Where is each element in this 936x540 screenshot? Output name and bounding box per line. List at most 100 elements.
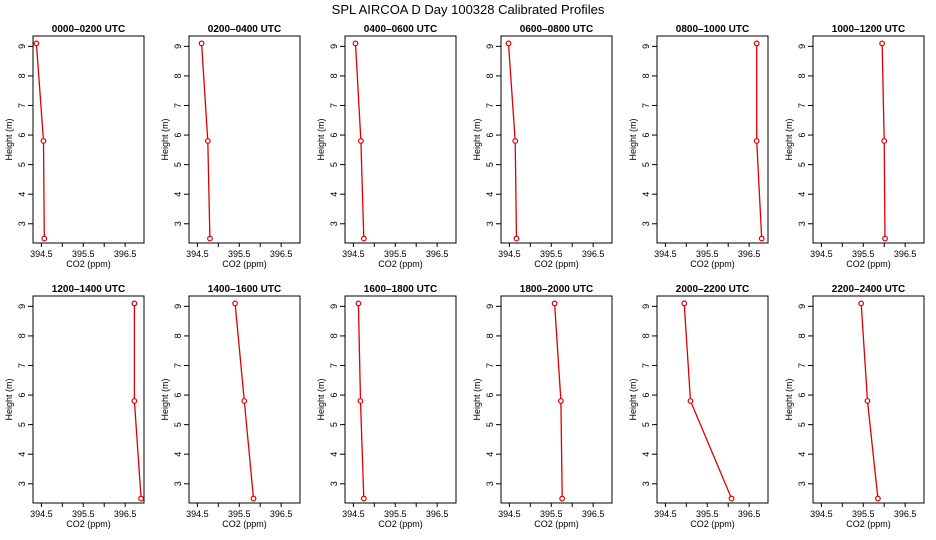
panel-title: 1000–1200 UTC <box>832 24 905 35</box>
y-tick-label: 9 <box>485 304 495 309</box>
profile-panel: 1000–1200 UTC 3 4 5 6 7 8 9 Height (m) 394.5 395.5… <box>784 24 925 269</box>
panel-title: 0000–0200 UTC <box>52 24 125 35</box>
profile-panel: 0200–0400 UTC 3 4 5 6 7 8 9 Height (m) 394.5 395.5… <box>160 24 301 269</box>
x-tick-label: 394.5 <box>654 509 677 519</box>
data-point <box>559 495 566 502</box>
y-tick-label: 3 <box>485 221 495 226</box>
data-point <box>681 300 688 307</box>
y-tick-label: 6 <box>485 393 495 398</box>
x-tick-label: 396.5 <box>270 249 293 259</box>
y-tick-label: 7 <box>797 363 807 368</box>
x-tick-label: 396.5 <box>894 249 917 259</box>
data-point <box>875 495 881 502</box>
y-tick-label: 9 <box>485 44 495 49</box>
y-tick-label: 8 <box>485 333 495 338</box>
y-tick-label: 3 <box>329 481 339 486</box>
y-tick-label: 6 <box>17 393 27 398</box>
y-tick-label: 3 <box>797 221 807 226</box>
y-tick-label: 8 <box>17 333 27 338</box>
x-tick-label: 395.5 <box>852 249 875 259</box>
panel-grid: 0000–0200 UTC 3 4 5 6 7 8 9 Height (m) 394.5 395.5… <box>4 24 925 529</box>
y-tick-label: 4 <box>173 452 183 457</box>
x-tick-label: 396.5 <box>894 509 917 519</box>
y-axis-label: Height (m) <box>472 118 482 160</box>
data-point <box>138 495 144 502</box>
x-tick-label: 394.5 <box>186 249 209 259</box>
data-point <box>250 495 257 502</box>
profile-panel: 0800–1000 UTC 3 4 5 6 7 8 9 Height (m) 394.5 395.5… <box>628 24 769 269</box>
y-tick-label: 9 <box>329 44 339 49</box>
y-tick-label: 4 <box>485 192 495 197</box>
x-axis-label: CO2 (ppm) <box>846 259 891 269</box>
x-tick-label: 395.5 <box>72 509 95 519</box>
y-tick-label: 3 <box>797 481 807 486</box>
y-tick-label: 5 <box>641 162 651 167</box>
y-axis-label: Height (m) <box>628 118 638 160</box>
x-tick-label: 394.5 <box>342 509 365 519</box>
x-axis-label: CO2 (ppm) <box>534 259 579 269</box>
y-tick-label: 7 <box>17 103 27 108</box>
y-tick-label: 3 <box>485 481 495 486</box>
y-tick-label: 8 <box>173 333 183 338</box>
data-point <box>879 40 886 47</box>
y-tick-label: 9 <box>329 304 339 309</box>
data-point <box>687 398 694 404</box>
y-tick-label: 9 <box>641 304 651 309</box>
x-tick-label: 395.5 <box>852 509 875 519</box>
y-tick-label: 6 <box>797 133 807 138</box>
y-tick-label: 7 <box>173 363 183 368</box>
plot-frame <box>344 35 457 244</box>
x-tick-label: 396.5 <box>582 249 605 259</box>
data-point <box>241 398 248 404</box>
x-tick-label: 395.5 <box>696 509 719 519</box>
y-tick-label: 7 <box>329 103 339 108</box>
plot-frame <box>656 35 769 244</box>
data-point <box>728 495 735 502</box>
plot-frame <box>32 295 145 504</box>
panel-title: 1800–2000 UTC <box>520 284 593 295</box>
x-tick-label: 396.5 <box>738 249 761 259</box>
y-tick-label: 6 <box>329 133 339 138</box>
y-tick-label: 3 <box>641 221 651 226</box>
x-tick-label: 394.5 <box>498 509 521 519</box>
data-point <box>505 40 512 47</box>
y-tick-label: 6 <box>173 133 183 138</box>
plot-frame <box>656 295 769 504</box>
y-tick-label: 5 <box>173 162 183 167</box>
y-tick-label: 4 <box>641 452 651 457</box>
x-axis-label: CO2 (ppm) <box>534 519 579 529</box>
profile-panel: 1200–1400 UTC 3 4 5 6 7 8 9 Height (m) 394.5 395.5… <box>4 284 145 529</box>
y-tick-label: 9 <box>173 44 183 49</box>
plot-frame <box>188 295 301 504</box>
y-tick-label: 4 <box>173 192 183 197</box>
y-axis-label: Height (m) <box>4 118 14 160</box>
data-point <box>232 300 238 307</box>
y-tick-label: 9 <box>797 44 807 49</box>
y-tick-label: 5 <box>329 422 339 427</box>
figure-title: SPL AIRCOA D Day 100328 Calibrated Profi… <box>332 2 605 17</box>
data-point <box>753 40 760 47</box>
data-point <box>41 235 48 242</box>
data-point <box>131 300 138 307</box>
x-axis-label: CO2 (ppm) <box>690 259 735 269</box>
x-tick-label: 394.5 <box>342 249 365 259</box>
profile-panel: 1800–2000 UTC 3 4 5 6 7 8 9 Height (m) 394.5 395.5… <box>472 284 613 529</box>
data-point <box>204 138 211 144</box>
x-axis-label: CO2 (ppm) <box>378 519 423 529</box>
x-tick-label: 396.5 <box>582 509 605 519</box>
data-point <box>513 235 520 242</box>
y-tick-label: 9 <box>641 44 651 49</box>
data-point <box>858 300 865 307</box>
x-tick-label: 396.5 <box>738 509 761 519</box>
x-tick-label: 396.5 <box>114 509 137 519</box>
y-tick-label: 8 <box>797 73 807 78</box>
y-tick-label: 3 <box>17 221 27 226</box>
y-tick-label: 7 <box>797 103 807 108</box>
data-point <box>357 398 364 404</box>
x-axis-label: CO2 (ppm) <box>222 259 267 269</box>
y-tick-label: 9 <box>173 304 183 309</box>
y-axis-label: Height (m) <box>316 378 326 420</box>
data-point <box>40 138 47 144</box>
panel-title: 0200–0400 UTC <box>208 24 281 35</box>
